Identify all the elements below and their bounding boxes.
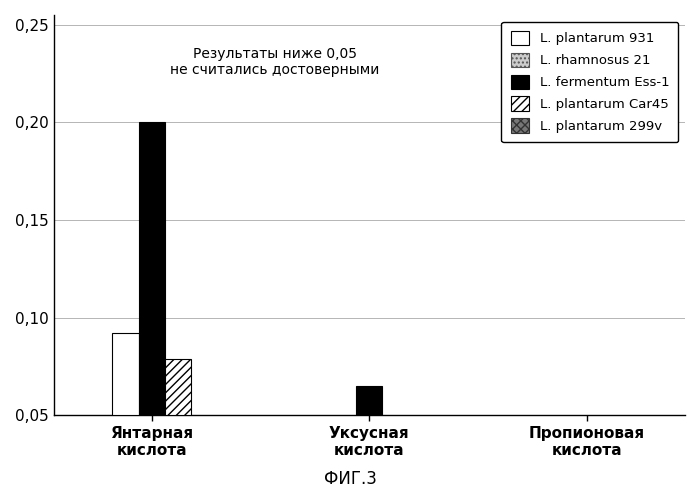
Text: Результаты ниже 0,05
не считались достоверными: Результаты ниже 0,05 не считались достов… [170,47,379,77]
Legend: L. plantarum 931, L. rhamnosus 21, L. fermentum Ess-1, L. plantarum Car45, L. pl: L. plantarum 931, L. rhamnosus 21, L. fe… [501,22,678,142]
Bar [164,359,191,416]
Text: ФИГ.3: ФИГ.3 [323,470,377,488]
Bar [356,386,382,416]
Bar [113,333,139,416]
Bar [139,122,164,416]
